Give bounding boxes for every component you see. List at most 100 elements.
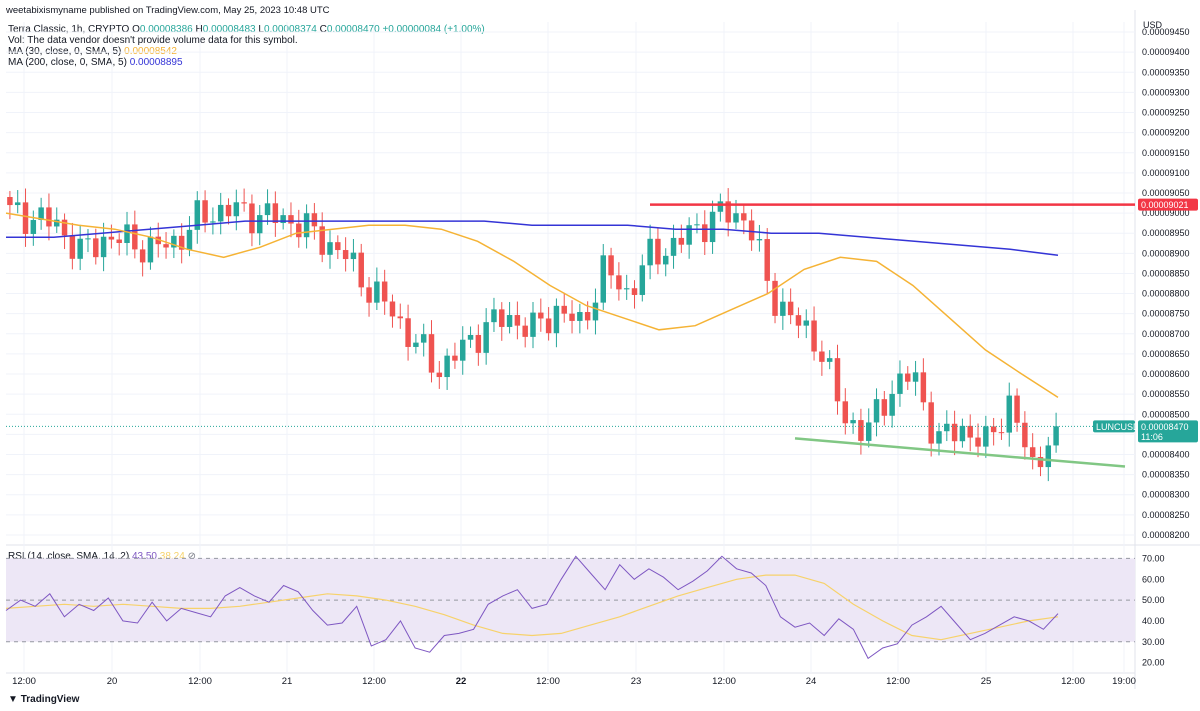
- time-tick-label: 21: [282, 676, 293, 687]
- candle-down: [764, 239, 770, 281]
- candle-down: [366, 287, 372, 303]
- visibility-icon[interactable]: ⊘: [187, 551, 196, 562]
- candle-down: [819, 351, 825, 362]
- price-tick-label: 0.00008600: [1142, 369, 1190, 379]
- rsi-tick-label: 20.00: [1142, 658, 1165, 668]
- price-tick-label: 0.00009450: [1142, 27, 1190, 37]
- candle-up: [803, 320, 809, 326]
- price-tick-label: 0.00009300: [1142, 87, 1190, 97]
- ticker-tag: [1093, 420, 1135, 433]
- candle-down: [1014, 395, 1020, 423]
- rsi-line: [5, 555, 1059, 660]
- time-tick-label: 25: [981, 676, 992, 687]
- candle-up: [467, 334, 474, 340]
- candle-down: [1029, 447, 1036, 457]
- rsi-ma-value: 38.24: [159, 551, 185, 562]
- candle-down: [452, 355, 458, 361]
- candle-up: [733, 213, 739, 223]
- rsi-tick-label: 60.00: [1142, 574, 1165, 584]
- candle-down: [249, 203, 255, 234]
- candle-up: [694, 224, 700, 226]
- candle-down: [928, 402, 934, 444]
- price-tick-label: 0.00008700: [1142, 329, 1190, 339]
- rsi-label: RSI (14, close, SMA, 14, 2): [8, 551, 130, 562]
- candle-down: [69, 235, 76, 259]
- candle-down: [46, 207, 52, 227]
- candle-up: [444, 355, 450, 378]
- candle-down: [811, 320, 817, 352]
- rsi-value: 43.50: [131, 551, 157, 562]
- ma200-value: 0.00008895: [129, 57, 183, 68]
- candle-up: [54, 219, 60, 227]
- candle-down: [7, 197, 13, 206]
- candle-down: [381, 281, 388, 302]
- candle-down: [272, 203, 279, 224]
- candle-down: [22, 202, 29, 234]
- candle-down: [397, 316, 404, 319]
- close-label: C: [319, 24, 327, 35]
- candle-up: [889, 393, 895, 416]
- candle-up: [1006, 395, 1012, 433]
- ma30-value: 0.00008542: [124, 46, 177, 57]
- candle-down: [975, 437, 981, 447]
- candle-up: [826, 358, 833, 362]
- symbol-label: Terra Classic, 1h, CRYPTO: [8, 24, 130, 35]
- candle-up: [662, 255, 669, 265]
- price-tick-label: 0.00008650: [1142, 349, 1190, 359]
- candle-down: [163, 244, 169, 248]
- price-tick-label: 0.00009200: [1142, 128, 1190, 138]
- open-value: 0.00008386: [139, 24, 193, 35]
- candle-up: [194, 200, 201, 230]
- time-tick-label: 12:00: [188, 676, 212, 687]
- candle-down: [561, 305, 567, 314]
- resistance-price-tag: [1138, 198, 1198, 211]
- candle-down: [225, 204, 232, 217]
- rsi-tick-label: 70.00: [1142, 553, 1165, 563]
- candle-down: [998, 432, 1005, 434]
- price-tick-label: 0.00008500: [1142, 409, 1190, 419]
- rsi-tick-label: 40.00: [1142, 616, 1165, 626]
- candle-down: [967, 425, 973, 438]
- candle-down: [405, 318, 411, 347]
- high-value: 0.00008483: [202, 24, 256, 35]
- candle-up: [647, 238, 653, 266]
- candle-up: [413, 342, 419, 347]
- candle-up: [210, 221, 216, 223]
- ma200-legend: MA (200, close, 0, SMA, 5) 0.00008895: [8, 57, 183, 68]
- support-line[interactable]: [794, 437, 1126, 468]
- change-value: +0.00000084 (+1.00%): [382, 24, 485, 35]
- candle-down: [358, 252, 364, 288]
- volume-note: Vol: The data vendor doesn't provide vol…: [8, 35, 298, 46]
- price-tick-label: 0.00008850: [1142, 268, 1190, 278]
- candle-down: [881, 399, 888, 416]
- candle-up: [257, 215, 263, 234]
- publisher-line: weetabixismyname published on TradingVie…: [6, 5, 330, 16]
- candle-down: [132, 224, 138, 250]
- candle-down: [1037, 456, 1044, 468]
- price-tick-label: 0.00009000: [1142, 208, 1190, 218]
- candle-down: [920, 372, 927, 403]
- ma30-line: [5, 212, 1059, 399]
- candle-down: [741, 213, 747, 221]
- candle-down: [428, 334, 435, 373]
- candle-down: [202, 200, 208, 223]
- price-tick-label: 0.00009400: [1142, 47, 1190, 57]
- candle-down: [436, 372, 443, 378]
- candle-down: [116, 239, 122, 243]
- candle-up: [530, 312, 536, 337]
- candle-up: [1045, 445, 1052, 468]
- candle-down: [795, 315, 802, 326]
- low-label: L: [258, 24, 264, 35]
- candle-down: [61, 219, 68, 236]
- currency-label: USD: [1143, 20, 1163, 30]
- candle-up: [327, 242, 333, 255]
- price-tick-label: 0.00008550: [1142, 389, 1190, 399]
- price-tick-label: 0.00009050: [1142, 188, 1190, 198]
- candle-up: [350, 252, 357, 260]
- resistance-price-tag-label: 0.00009021: [1141, 200, 1189, 210]
- ma30-label: MA (30, close, 0, SMA, 5): [8, 46, 122, 57]
- time-tick-label: 22: [456, 676, 467, 687]
- candle-up: [717, 201, 724, 212]
- price-tick-label: 0.00008900: [1142, 248, 1190, 258]
